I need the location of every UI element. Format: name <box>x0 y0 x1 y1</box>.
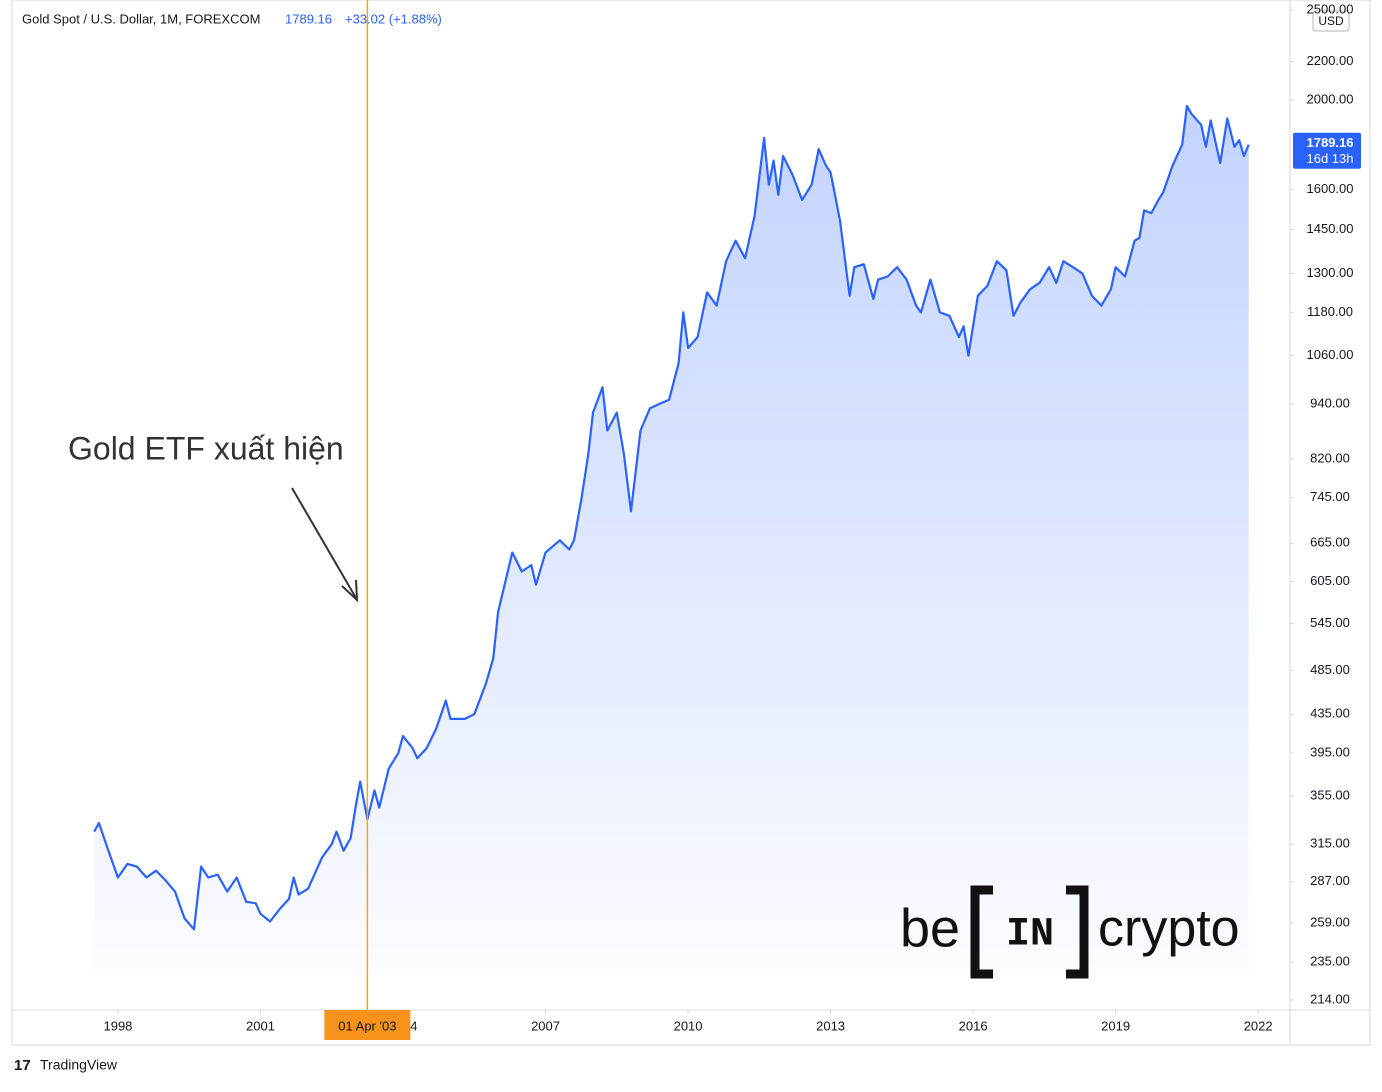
x-tick-label: 2016 <box>959 1018 988 1033</box>
y-tick-label: 235.00 <box>1310 954 1350 969</box>
symbol: Gold Spot / U.S. Dollar, 1M, FOREXCOM <box>22 11 260 26</box>
currency-box <box>1312 10 1350 32</box>
change: +33.02 (+1.88%) <box>345 11 442 26</box>
last-price-box <box>1293 132 1361 169</box>
logo: be IN crypto <box>900 885 1240 979</box>
y-tick-label: 605.00 <box>1310 573 1350 588</box>
y-tick-label: 315.00 <box>1310 836 1350 851</box>
annotation: Gold ETF xuất hiện <box>68 430 344 466</box>
x-tick-label: 2013 <box>816 1018 845 1033</box>
last-value: 1789.16 <box>285 11 332 26</box>
y-tick-label: 820.00 <box>1310 450 1350 465</box>
bracket-right <box>1066 885 1089 979</box>
countdown: 16d 13h <box>1307 151 1354 166</box>
y-tick-label: 665.00 <box>1310 535 1350 550</box>
logo-middle: IN <box>1006 913 1054 958</box>
y-tick-label: 259.00 <box>1310 914 1350 929</box>
y-tick-label: 940.00 <box>1310 395 1350 410</box>
y-tick-label: 1300.00 <box>1307 265 1354 280</box>
y-tick-label: 1450.00 <box>1307 221 1354 236</box>
y-tick-label: 435.00 <box>1310 706 1350 721</box>
y-tick-label: 355.00 <box>1310 788 1350 803</box>
y-tick-label: 2000.00 <box>1307 91 1354 106</box>
price-line <box>93 104 1250 931</box>
x-tick-label: 2022 <box>1244 1018 1273 1033</box>
arrow-line <box>291 487 357 599</box>
y-tick-label: 395.00 <box>1310 745 1350 760</box>
last-price-label: 1789.16 <box>1307 135 1354 150</box>
frame <box>11 0 1371 1046</box>
plot <box>93 104 1250 975</box>
y-tick-label: 1180.00 <box>1307 304 1353 319</box>
bracket-left <box>970 885 993 979</box>
footer: TradingView <box>40 1057 118 1073</box>
crosshair-label: 01 Apr '03 <box>338 1018 396 1033</box>
crosshair-box <box>324 1010 411 1040</box>
y-tick-label: 1060.00 <box>1307 347 1354 362</box>
y-tick-label: 1600.00 <box>1307 181 1354 196</box>
arrow-head <box>341 579 359 603</box>
tv-icon: 17 <box>14 1057 31 1074</box>
y-tick-label: 214.00 <box>1310 991 1350 1006</box>
currency: USD <box>1318 14 1344 28</box>
logo-left: be <box>900 898 960 958</box>
x-tick-label: 2001 <box>246 1018 275 1033</box>
y-tick-label: 545.00 <box>1310 615 1350 630</box>
x-tick-label: 1998 <box>103 1018 132 1033</box>
y-tick-label: 287.00 <box>1310 873 1350 888</box>
y-tick-label: 2500.00 <box>1307 1 1354 16</box>
y-tick-label: 485.00 <box>1310 662 1350 677</box>
y-tick-label: 2200.00 <box>1307 53 1354 68</box>
x-tick-label: 2007 <box>531 1018 560 1033</box>
y-tick-label: 745.00 <box>1310 489 1350 504</box>
area-fill <box>94 106 1249 975</box>
logo-right: crypto <box>1098 900 1240 958</box>
x-tick-label: 2010 <box>674 1018 703 1033</box>
x-tick-label: 2019 <box>1101 1018 1130 1033</box>
